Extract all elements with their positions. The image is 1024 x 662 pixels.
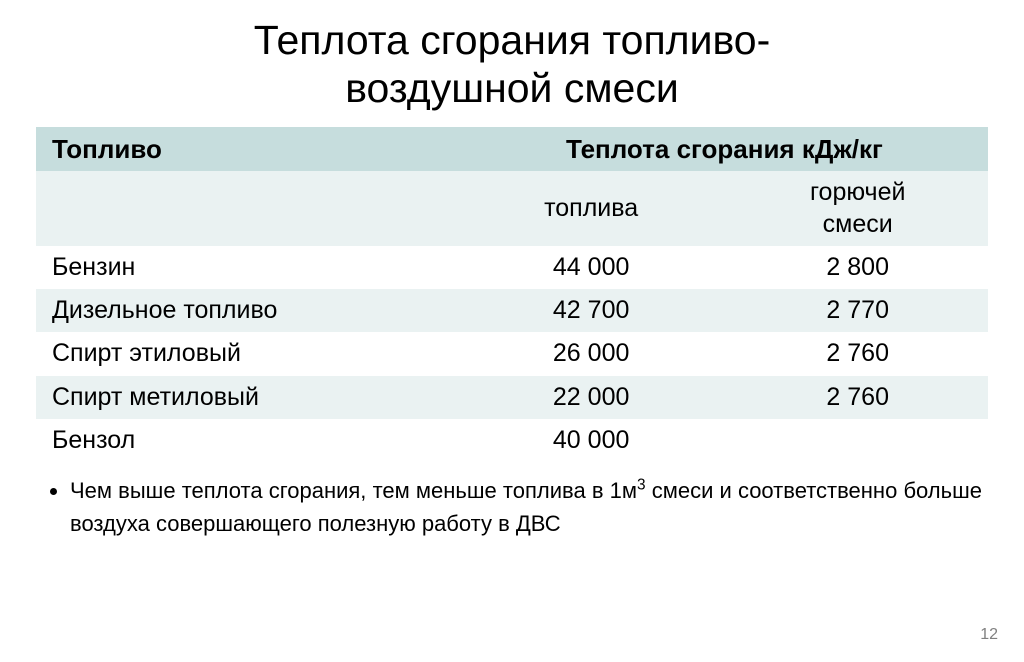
cell-name: Спирт метиловый <box>36 376 455 419</box>
heat-table: Топливо Теплота сгорания кДж/кг топлива … <box>36 127 988 462</box>
table-row: Бензол 40 000 <box>36 419 988 462</box>
table-row: Спирт этиловый 26 000 2 760 <box>36 332 988 375</box>
cell-name: Спирт этиловый <box>36 332 455 375</box>
page-number: 12 <box>980 626 998 644</box>
note-list: Чем выше теплота сгорания, тем меньше то… <box>42 474 982 540</box>
cell-mix: 2 770 <box>721 289 988 332</box>
note-block: Чем выше теплота сгорания, тем меньше то… <box>36 474 988 540</box>
cell-name: Дизельное топливо <box>36 289 455 332</box>
table-row: Дизельное топливо 42 700 2 770 <box>36 289 988 332</box>
cell-mix: 2 800 <box>721 246 988 289</box>
slide: Теплота сгорания топливо- воздушной смес… <box>0 0 1024 662</box>
cell-fuel: 26 000 <box>455 332 722 375</box>
table-row: Спирт метиловый 22 000 2 760 <box>36 376 988 419</box>
table-row: Бензин 44 000 2 800 <box>36 246 988 289</box>
note-sup: 3 <box>637 477 646 494</box>
header-heat: Теплота сгорания кДж/кг <box>455 127 988 172</box>
cell-fuel: 44 000 <box>455 246 722 289</box>
cell-mix: 2 760 <box>721 332 988 375</box>
title-line-2: воздушной смеси <box>345 65 679 111</box>
subheader-mix: горючей смеси <box>721 171 988 246</box>
table-subheader-row: топлива горючей смеси <box>36 171 988 246</box>
table-header-row: Топливо Теплота сгорания кДж/кг <box>36 127 988 172</box>
cell-fuel: 42 700 <box>455 289 722 332</box>
header-fuel: Топливо <box>36 127 455 172</box>
subheader-fuel: топлива <box>455 171 722 246</box>
slide-title: Теплота сгорания топливо- воздушной смес… <box>36 16 988 113</box>
cell-mix: 2 760 <box>721 376 988 419</box>
cell-name: Бензин <box>36 246 455 289</box>
cell-name: Бензол <box>36 419 455 462</box>
title-line-1: Теплота сгорания топливо- <box>254 17 771 63</box>
cell-mix <box>721 419 988 462</box>
cell-fuel: 22 000 <box>455 376 722 419</box>
subheader-empty <box>36 171 455 246</box>
note-text-pre: Чем выше теплота сгорания, тем меньше то… <box>70 478 637 503</box>
note-item: Чем выше теплота сгорания, тем меньше то… <box>70 474 982 540</box>
cell-fuel: 40 000 <box>455 419 722 462</box>
